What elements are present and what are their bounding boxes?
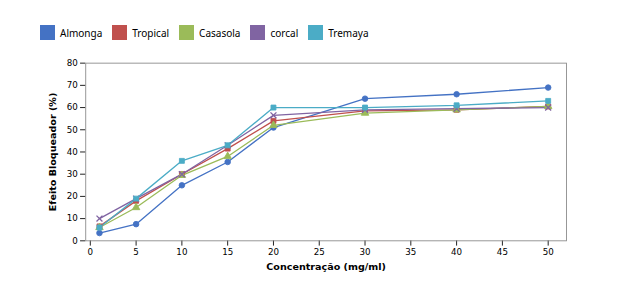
html-text:Casasola: Casasola xyxy=(199,25,241,40)
html-text:corcal: corcal xyxy=(270,25,299,40)
svg-text:70: 70 xyxy=(67,80,78,90)
svg-text:35: 35 xyxy=(405,247,416,257)
svg-text:0: 0 xyxy=(72,236,78,246)
svg-text:45: 45 xyxy=(497,247,508,257)
svg-text:Concentração (mg/ml): Concentração (mg/ml) xyxy=(266,261,386,272)
svg-text:20: 20 xyxy=(67,191,78,201)
html-text:Almonga: Almonga xyxy=(60,25,103,40)
svg-text:40: 40 xyxy=(67,147,78,157)
svg-text:50: 50 xyxy=(543,247,554,257)
svg-text:40: 40 xyxy=(451,247,462,257)
svg-text:5: 5 xyxy=(133,247,139,257)
svg-text:80: 80 xyxy=(67,58,78,68)
svg-text:15: 15 xyxy=(222,247,233,257)
svg-text:10: 10 xyxy=(176,247,187,257)
svg-text:10: 10 xyxy=(67,213,78,223)
svg-text:Efeito Bloqueador (%): Efeito Bloqueador (%) xyxy=(47,93,58,212)
svg-text:30: 30 xyxy=(359,247,370,257)
svg-text:60: 60 xyxy=(67,102,78,112)
svg-text:50: 50 xyxy=(67,125,78,135)
svg-text:20: 20 xyxy=(268,247,279,257)
html-text:Tropical: Tropical xyxy=(132,25,170,40)
svg-text:25: 25 xyxy=(314,247,325,257)
svg-text:0: 0 xyxy=(88,247,94,257)
svg-text:30: 30 xyxy=(67,169,78,179)
html-text:Tremaya: Tremaya xyxy=(328,25,369,40)
